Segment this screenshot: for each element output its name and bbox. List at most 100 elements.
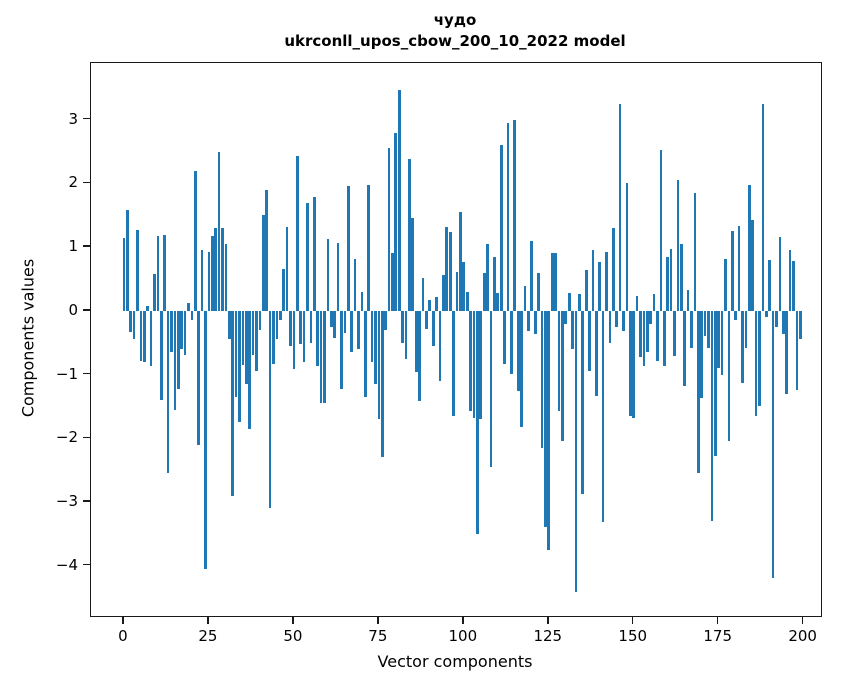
bar xyxy=(401,310,404,343)
bar xyxy=(584,270,588,311)
bar xyxy=(639,310,642,358)
bar xyxy=(567,292,571,311)
bar xyxy=(628,310,632,416)
bar xyxy=(544,310,547,528)
x-tick-mark xyxy=(122,617,124,624)
bar xyxy=(302,310,306,362)
x-tick-label: 175 xyxy=(703,627,733,645)
bar xyxy=(217,151,221,311)
bar xyxy=(448,232,452,311)
bar xyxy=(527,310,530,331)
bar xyxy=(459,212,462,311)
bar xyxy=(268,310,272,509)
bar xyxy=(370,310,374,362)
x-tick-label: 0 xyxy=(118,627,128,645)
bar xyxy=(309,310,313,343)
bar xyxy=(612,228,615,311)
bar xyxy=(275,310,279,340)
bar xyxy=(516,310,520,392)
bar xyxy=(720,310,724,375)
y-tick-label: −2 xyxy=(55,428,78,447)
bar xyxy=(414,310,418,372)
bar xyxy=(272,310,275,365)
bar xyxy=(149,310,153,367)
bar xyxy=(442,275,445,311)
bar xyxy=(387,148,391,311)
bar xyxy=(581,310,585,495)
bar xyxy=(540,310,544,448)
bar xyxy=(635,296,639,311)
bar xyxy=(126,210,129,311)
bar xyxy=(391,253,394,311)
bar xyxy=(143,310,146,362)
bar xyxy=(278,310,282,321)
bar xyxy=(231,310,235,496)
bar xyxy=(656,310,659,362)
bar xyxy=(499,145,503,311)
bar xyxy=(289,310,292,346)
x-axis-label: Vector components xyxy=(377,652,533,671)
bar xyxy=(615,310,619,328)
bar xyxy=(768,259,772,311)
y-tick-label: 3 xyxy=(68,109,78,128)
bar xyxy=(571,310,574,350)
bar xyxy=(632,310,636,418)
bar xyxy=(166,310,170,474)
y-tick-mark xyxy=(83,117,90,120)
y-tick-mark xyxy=(83,245,90,247)
bar xyxy=(771,310,775,579)
x-tick-label: 150 xyxy=(618,627,648,645)
bar xyxy=(248,310,252,429)
bar xyxy=(445,227,449,311)
bar xyxy=(510,310,513,374)
x-tick-label: 25 xyxy=(198,627,218,645)
y-tick-mark xyxy=(83,563,90,566)
bar xyxy=(785,310,788,394)
bar xyxy=(363,310,367,397)
x-tick-label: 50 xyxy=(283,627,303,645)
bar xyxy=(193,170,197,311)
bar xyxy=(258,310,262,330)
bar xyxy=(394,133,398,311)
bar xyxy=(547,310,551,550)
bar xyxy=(764,310,768,318)
bar xyxy=(333,310,336,338)
bar xyxy=(306,202,309,311)
bar xyxy=(377,310,381,420)
bar xyxy=(713,310,717,457)
bar xyxy=(139,310,143,361)
bar xyxy=(146,305,150,311)
bar xyxy=(190,310,194,321)
bar xyxy=(465,291,469,311)
bar xyxy=(758,310,761,406)
bar xyxy=(346,185,350,311)
y-tick-label: −1 xyxy=(55,364,78,383)
bar xyxy=(554,253,557,311)
bar xyxy=(595,310,598,396)
bar xyxy=(754,310,758,416)
bar xyxy=(717,310,721,369)
bar xyxy=(282,268,286,311)
bar xyxy=(578,294,581,311)
bar xyxy=(696,310,700,474)
bar xyxy=(156,235,160,311)
x-tick-mark xyxy=(547,617,549,624)
bar xyxy=(588,310,591,371)
bar xyxy=(244,310,248,385)
bar xyxy=(159,310,163,401)
bar xyxy=(730,231,734,311)
bar xyxy=(455,271,459,311)
bar xyxy=(136,229,139,311)
bar xyxy=(601,310,605,522)
bar xyxy=(707,310,710,348)
bar xyxy=(380,310,384,458)
bar xyxy=(132,310,136,340)
y-tick-label: 0 xyxy=(68,300,78,319)
bar xyxy=(792,261,795,311)
bar xyxy=(781,310,785,335)
bar xyxy=(683,310,687,386)
bar xyxy=(435,296,438,311)
bar xyxy=(493,257,496,311)
bar xyxy=(645,310,649,353)
bar xyxy=(798,310,802,339)
